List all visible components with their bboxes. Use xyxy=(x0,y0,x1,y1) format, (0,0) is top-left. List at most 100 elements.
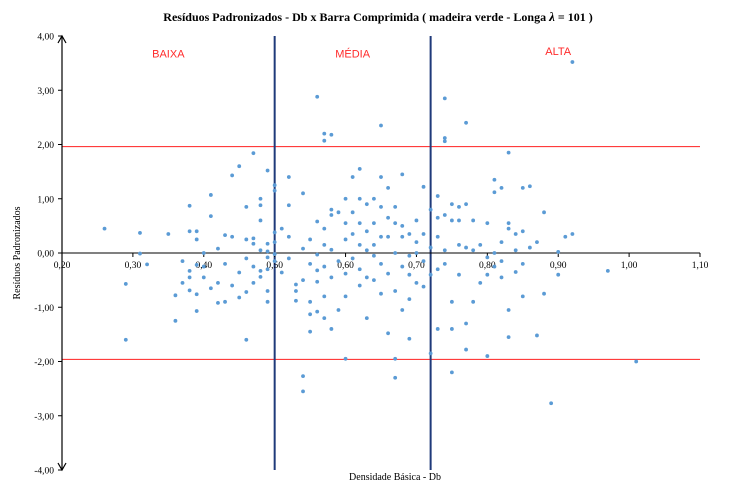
data-point xyxy=(315,94,320,99)
y-axis-label: Resíduos Padronizados xyxy=(12,206,23,299)
data-point xyxy=(542,210,546,215)
data-point xyxy=(457,204,461,209)
data-point xyxy=(357,196,362,201)
data-point xyxy=(379,234,383,239)
data-point xyxy=(421,184,426,189)
data-point xyxy=(301,374,305,379)
data-point xyxy=(520,261,525,266)
x-tick-label: 1,10 xyxy=(692,261,709,271)
zone-label-alta: ALTA xyxy=(545,46,572,58)
data-point xyxy=(478,280,483,285)
data-point xyxy=(322,226,327,231)
data-point xyxy=(258,274,263,279)
data-point xyxy=(350,175,355,179)
data-point xyxy=(244,256,249,261)
data-point xyxy=(506,150,511,155)
y-tick-label: 0,00 xyxy=(37,250,54,260)
data-point xyxy=(379,261,383,266)
data-point xyxy=(393,356,398,361)
data-point xyxy=(194,229,199,234)
data-point xyxy=(230,234,235,239)
data-point xyxy=(216,246,220,251)
y-tick-label: 4,00 xyxy=(37,33,54,43)
data-point xyxy=(315,279,320,284)
data-point xyxy=(570,60,575,64)
data-point xyxy=(251,151,256,156)
data-point xyxy=(343,271,348,276)
data-point xyxy=(442,261,447,266)
data-point xyxy=(272,259,277,264)
data-point xyxy=(442,248,447,253)
data-point xyxy=(265,255,270,260)
data-point xyxy=(435,194,440,198)
data-point xyxy=(343,237,348,242)
data-point xyxy=(251,241,256,246)
data-point xyxy=(308,312,313,317)
data-point xyxy=(251,264,256,269)
data-point xyxy=(258,248,263,253)
data-point xyxy=(145,262,149,267)
data-point xyxy=(485,354,490,358)
data-point xyxy=(357,283,362,288)
data-point xyxy=(223,299,227,304)
data-point xyxy=(556,250,561,254)
data-point xyxy=(471,248,476,253)
data-point xyxy=(187,269,192,273)
data-point xyxy=(506,335,511,339)
x-tick-label: 1,00 xyxy=(621,261,638,271)
data-point xyxy=(272,252,277,256)
data-point xyxy=(244,237,249,242)
x-tick-label: 0,90 xyxy=(550,261,567,271)
data-point xyxy=(322,242,327,247)
data-point xyxy=(286,203,291,208)
data-point xyxy=(294,289,298,293)
data-point xyxy=(208,193,213,197)
data-point xyxy=(173,318,178,323)
data-point xyxy=(173,293,178,298)
zone-label-média: MÉDIA xyxy=(335,48,371,61)
data-point xyxy=(535,240,539,245)
data-point xyxy=(435,267,440,272)
data-point xyxy=(102,226,107,231)
data-point xyxy=(194,292,199,297)
y-tick-label: -2,00 xyxy=(34,358,54,368)
data-point xyxy=(343,196,348,201)
data-points xyxy=(102,60,639,406)
data-point xyxy=(527,184,532,189)
data-point xyxy=(301,191,305,196)
x-tick-label: 0,50 xyxy=(266,261,283,271)
data-point xyxy=(400,234,405,239)
data-point xyxy=(492,190,497,195)
data-point xyxy=(258,196,263,201)
data-point xyxy=(279,270,284,275)
data-point xyxy=(428,272,433,277)
data-point xyxy=(329,275,334,280)
data-point xyxy=(329,213,334,217)
data-point xyxy=(123,337,128,342)
data-point xyxy=(357,221,362,226)
data-point xyxy=(449,202,454,207)
data-point xyxy=(520,186,525,190)
y-tick-label: 2,00 xyxy=(37,141,54,151)
data-point xyxy=(216,280,220,285)
data-point xyxy=(315,268,320,273)
y-tick-label: 1,00 xyxy=(37,195,54,205)
data-point xyxy=(492,251,497,255)
data-point xyxy=(194,263,199,267)
data-point xyxy=(393,251,398,255)
data-point xyxy=(187,229,192,234)
data-point xyxy=(308,299,313,304)
data-point xyxy=(208,214,213,219)
data-point xyxy=(386,331,390,336)
data-point xyxy=(542,291,546,296)
data-point xyxy=(251,236,256,241)
data-point xyxy=(322,294,327,299)
data-point xyxy=(414,280,419,285)
data-point xyxy=(223,233,227,237)
x-tick-label: 0,60 xyxy=(337,261,354,271)
data-point xyxy=(343,294,348,299)
data-point xyxy=(372,242,376,247)
x-tick-label: 0,30 xyxy=(125,261,142,271)
data-point xyxy=(286,234,291,239)
data-point xyxy=(294,298,298,303)
